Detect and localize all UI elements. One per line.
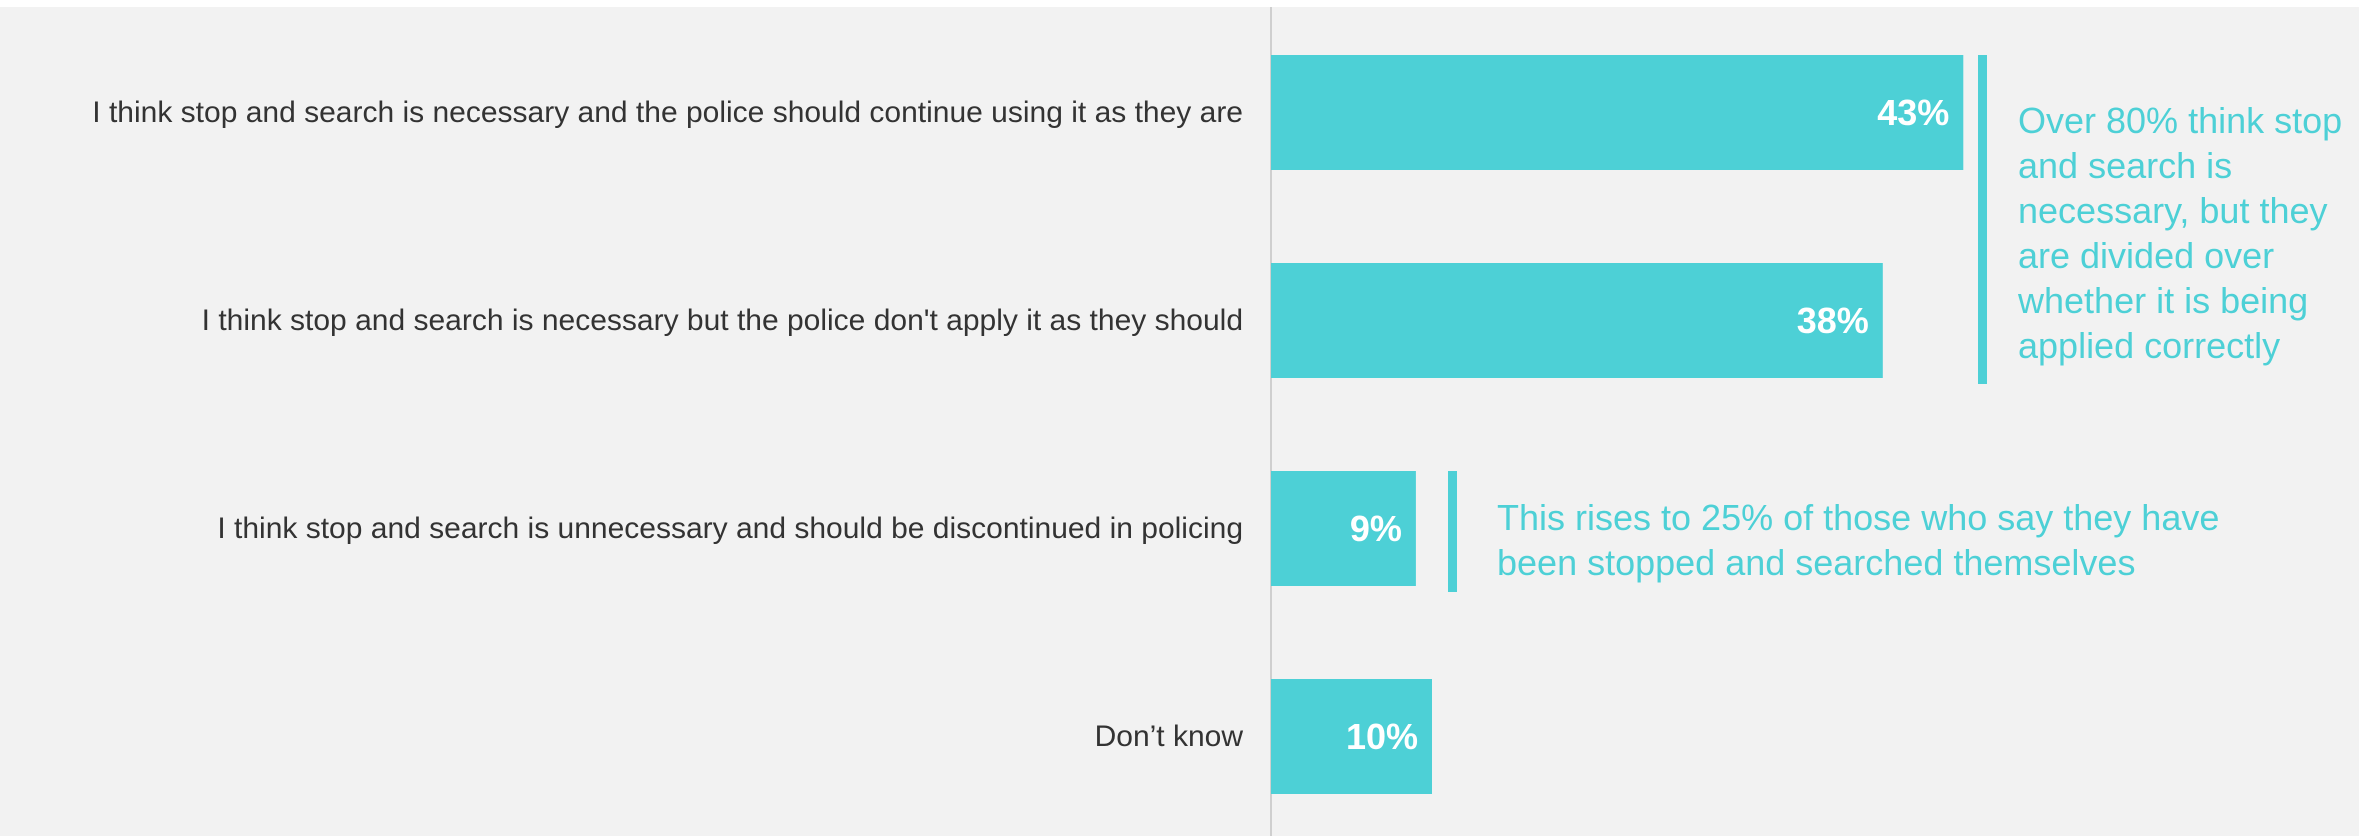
bar-value-label-item-2: 38% [1797,300,1869,341]
chart-panel: 43% I think stop and search is necessary … [0,7,2359,836]
annotation-bracket-stopped [1448,471,1457,592]
bar-item-2 [1271,263,1883,378]
annotation-stopped-and-searched: This rises to 25% of those who say they … [1497,497,2220,583]
annotation-necessary-divided: Over 80% think stop and search is necess… [2018,100,2343,366]
bar-item-3 [1271,471,1416,586]
bar-value-label-item-3: 9% [1350,508,1402,549]
category-label-item-4: Don’t know [1095,720,1244,753]
bar-value-label-item-1: 43% [1877,92,1949,133]
bar-chart: 43% I think stop and search is necessary … [92,7,1987,836]
bar-item-1 [1271,55,1964,170]
category-label-item-3: I think stop and search is unnecessary a… [217,512,1243,545]
annotation-bracket-necessary [1978,55,1987,384]
category-label-item-2: I think stop and search is necessary but… [202,304,1243,337]
category-label-item-1: I think stop and search is necessary and… [92,96,1243,129]
bar-value-label-item-4: 10% [1346,716,1418,757]
bar-item-4 [1271,679,1432,794]
